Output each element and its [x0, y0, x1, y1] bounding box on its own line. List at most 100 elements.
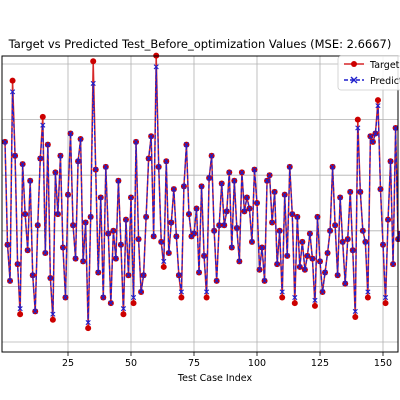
target-point-15: [39, 113, 46, 120]
predicted-point-42: [108, 300, 114, 306]
predicted-point-145: [367, 133, 373, 139]
predicted-point-157: [398, 230, 400, 237]
target-point-123: [311, 302, 318, 309]
predicted-point-137: [347, 189, 353, 195]
predicted-point-45: [115, 178, 121, 184]
predicted-point-10: [27, 178, 33, 184]
predicted-point-49: [125, 272, 132, 278]
target-point-63: [160, 263, 167, 270]
predicted-point-1: [4, 242, 11, 248]
predicted-point-32: [83, 219, 89, 226]
predicted-point-4: [12, 153, 18, 159]
target-line: [4, 54, 400, 329]
predicted-point-29: [75, 158, 81, 164]
series-predicted: [2, 64, 400, 326]
x-tick-label-2: 75: [188, 358, 200, 369]
predicted-point-147: [372, 130, 379, 137]
predicted-point-141: [357, 189, 363, 195]
predicted-point-68: [173, 233, 179, 239]
predicted-point-153: [387, 158, 394, 164]
target-point-151: [382, 300, 389, 307]
predicted-point-79: [201, 253, 207, 259]
target-point-144: [364, 294, 371, 301]
predicted-point-100: [254, 200, 260, 206]
predicted-point-57: [146, 155, 152, 162]
x-axis-label: Test Case Index: [177, 373, 253, 384]
predicted-point-59: [151, 233, 157, 239]
predicted-point-112: [284, 253, 290, 259]
x-tick-label-1: 50: [125, 358, 137, 369]
predicted-point-41: [105, 230, 111, 237]
predicted-point-99: [251, 167, 258, 173]
predicted-point-142: [360, 228, 366, 234]
predicted-point-65: [166, 250, 172, 256]
predicted-point-107: [272, 189, 278, 195]
predicted-point-63: [161, 258, 167, 264]
predicted-point-92: [234, 225, 240, 231]
target-point-110: [279, 294, 286, 301]
predicted-point-6: [17, 306, 23, 312]
predicted-point-87: [221, 222, 227, 228]
predicted-point-149: [377, 186, 384, 192]
predicted-point-117: [297, 264, 303, 270]
target-point-51: [130, 300, 137, 307]
predicted-point-133: [337, 194, 343, 201]
predicted-point-125: [317, 258, 323, 264]
predicted-point-123: [312, 297, 318, 303]
target-point-47: [120, 311, 127, 318]
predicted-point-155: [393, 125, 399, 131]
predicted-point-134: [340, 239, 346, 245]
target-point-140: [354, 116, 361, 123]
predicted-point-129: [327, 228, 333, 234]
predicted-point-124: [314, 214, 321, 220]
predicted-point-77: [196, 269, 202, 276]
predicted-point-122: [309, 256, 316, 262]
predicted-point-66: [168, 219, 174, 226]
predicted-point-3: [9, 89, 16, 95]
predicted-point-53: [135, 236, 142, 242]
target-point-3: [9, 77, 16, 84]
predicted-point-94: [239, 169, 245, 176]
predicted-point-62: [158, 239, 164, 245]
predicted-point-71: [181, 183, 187, 189]
predicted-point-113: [287, 164, 293, 170]
predicted-point-25: [65, 192, 71, 198]
predicted-point-78: [198, 183, 205, 189]
predicted-point-18: [47, 275, 53, 281]
predicted-point-9: [25, 247, 31, 253]
predicted-point-84: [214, 278, 220, 284]
predicted-point-95: [241, 208, 247, 214]
predicted-point-64: [163, 158, 169, 164]
predicted-point-121: [307, 230, 313, 237]
predicted-point-12: [32, 308, 38, 315]
predicted-point-103: [261, 278, 268, 284]
target-point-33: [85, 325, 92, 332]
predicted-point-70: [178, 289, 184, 295]
predicted-point-120: [304, 253, 310, 259]
predicted-point-14: [37, 155, 43, 162]
predicted-point-67: [171, 186, 177, 192]
predicted-point-82: [209, 153, 215, 159]
predicted-point-69: [176, 272, 182, 278]
predicted-point-46: [118, 242, 124, 248]
x-tick-label-4: 125: [311, 358, 329, 369]
legend: Target Predicted: [337, 55, 400, 91]
predicted-point-55: [141, 272, 147, 278]
predicted-point-47: [120, 306, 127, 312]
predicted-point-102: [259, 244, 265, 251]
predicted-point-48: [123, 217, 129, 223]
predicted-point-151: [382, 294, 389, 301]
predicted-point-31: [80, 258, 86, 264]
predicted-point-126: [319, 289, 326, 295]
predicted-point-91: [231, 178, 237, 184]
predicted-point-16: [42, 250, 48, 256]
predicted-point-0: [2, 139, 8, 145]
target-point-70: [178, 294, 185, 301]
predicted-point-136: [345, 236, 351, 242]
predicted-point-140: [355, 125, 361, 131]
x-tick-label-5: 150: [374, 358, 392, 369]
predicted-point-143: [362, 239, 368, 245]
predicted-point-35: [90, 80, 96, 87]
predicted-point-28: [72, 256, 79, 262]
target-point-19: [49, 316, 56, 323]
